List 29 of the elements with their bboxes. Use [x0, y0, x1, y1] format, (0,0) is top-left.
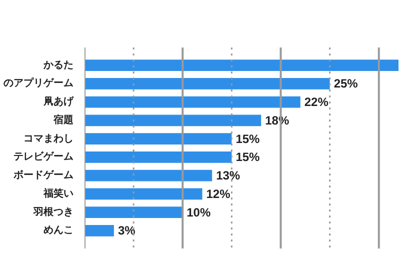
data-label: 10%: [186, 205, 211, 220]
data-label: 3%: [118, 224, 136, 238]
y-tick-label: 福笑い: [42, 187, 74, 200]
bar: [84, 224, 114, 236]
y-tick-label: テレビゲーム: [14, 150, 74, 163]
y-tick-label: のアプリゲーム: [4, 77, 74, 90]
bar: [84, 206, 183, 218]
data-label: 12%: [206, 186, 231, 201]
y-tick-label: ボードゲーム: [12, 169, 74, 182]
y-tick-label: コマまわし: [24, 133, 74, 144]
data-label: 25%: [334, 76, 358, 91]
data-label: 18%: [265, 113, 290, 128]
bar: [84, 78, 330, 90]
data-label: 22%: [304, 95, 329, 110]
y-tick-label: かるた: [42, 60, 74, 71]
y-tick-label: 羽根つき: [32, 206, 74, 218]
bar: [84, 114, 262, 126]
bar: [84, 188, 202, 200]
data-label: 15%: [236, 150, 260, 164]
data-label: 13%: [216, 168, 240, 183]
bar: [84, 151, 232, 163]
bar: [84, 170, 212, 182]
bar: [84, 96, 300, 108]
y-tick-label: 宿題: [52, 114, 74, 126]
data-label: 15%: [236, 132, 260, 146]
bar: [84, 133, 232, 145]
bar: [84, 60, 398, 72]
y-tick-label: めんこ: [44, 225, 74, 236]
y-tick-label: 凧あげ: [42, 96, 74, 108]
